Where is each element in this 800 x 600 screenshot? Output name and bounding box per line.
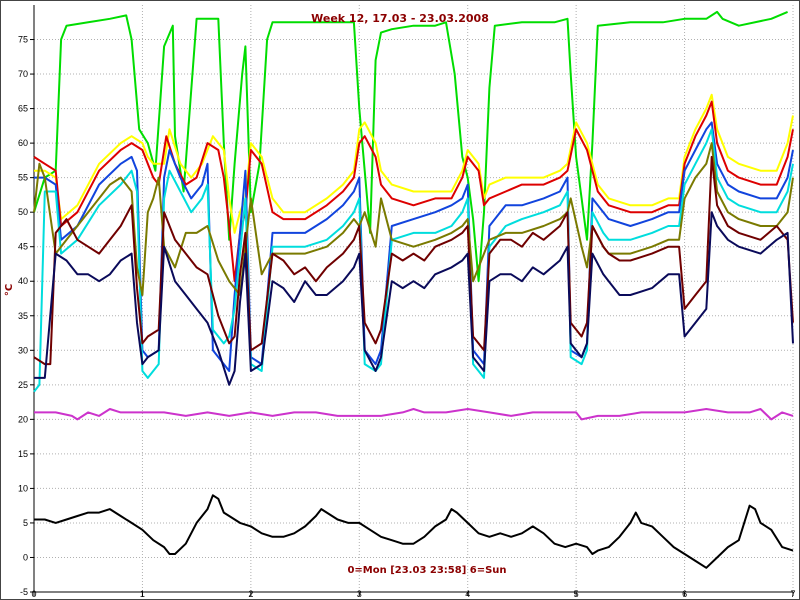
y-tick-label: 10 [18, 483, 28, 493]
axes [30, 5, 794, 596]
y-tick-label: 75 [18, 35, 28, 45]
series-line-8 [34, 211, 794, 386]
series-line-6 [33, 142, 794, 296]
x-tick-label: 5 [574, 589, 579, 599]
y-axis-label: °C [4, 284, 15, 296]
series-line-3 [33, 100, 794, 283]
y-tick-label: 25 [18, 380, 28, 390]
chart-title: Week 12, 17.03 - 23.03.2008 [311, 12, 489, 25]
x-tick-label: 4 [465, 589, 470, 599]
y-tick-label: -5 [20, 587, 28, 597]
series-line-9 [34, 408, 794, 421]
x-tick-label: 0 [31, 589, 36, 599]
series-line-7 [33, 155, 794, 366]
y-tick-label: 35 [18, 311, 28, 321]
y-tick-label: 50 [18, 207, 28, 217]
x-tick-label: 3 [357, 589, 362, 599]
series-group [33, 10, 794, 569]
series-line-10 [34, 494, 794, 569]
y-tick-label: 45 [18, 242, 28, 252]
y-tick-label: 65 [18, 104, 28, 114]
y-tick-label: 55 [18, 173, 28, 183]
y-tick-label: 5 [23, 518, 28, 528]
y-tick-label: 15 [18, 449, 28, 459]
y-tick-label: 0 [23, 552, 28, 562]
y-tick-label: 40 [18, 276, 28, 286]
x-tick-label: 6 [682, 589, 687, 599]
x-axis-label: 0=Mon [23.03 23:58] 6=Sun [347, 565, 506, 576]
y-tick-label: 60 [18, 138, 28, 148]
x-tick-label: 1 [140, 589, 145, 599]
series-line-5 [33, 128, 794, 393]
y-tick-label: 30 [18, 345, 28, 355]
series-line-1 [33, 10, 788, 283]
y-tick-label: 20 [18, 414, 28, 424]
x-tick-label: 2 [248, 589, 253, 599]
y-tick-label: 70 [18, 69, 28, 79]
x-tick-label: 7 [790, 589, 795, 599]
